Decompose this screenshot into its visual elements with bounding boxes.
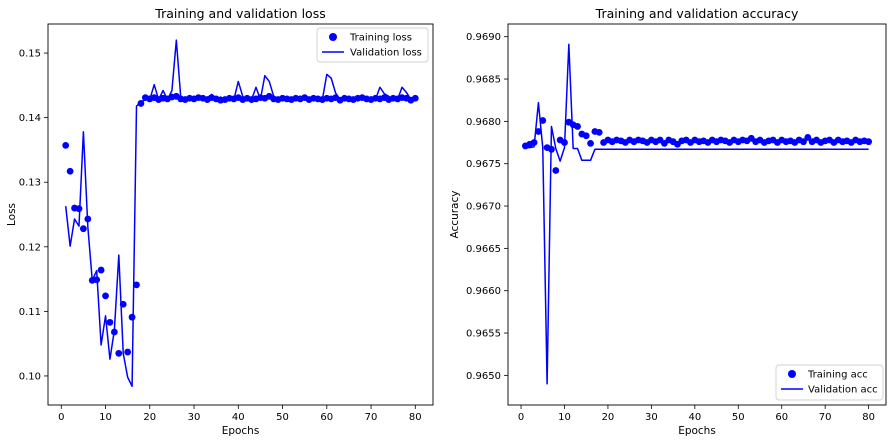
accuracy-chart-title: Training and validation accuracy xyxy=(595,6,799,21)
loss-x-tick-label: 60 xyxy=(320,412,333,423)
accuracy-training-point xyxy=(582,132,590,140)
accuracy-legend-label-training: Training acc xyxy=(807,370,868,381)
loss-chart: Training and validation loss 0 10 20 30 40 50… xyxy=(6,6,434,437)
accuracy-x-axis-label: Epochs xyxy=(678,425,716,437)
loss-y-axis-label: Loss xyxy=(6,203,18,226)
accuracy-y-tick-label: 0.9675 xyxy=(466,159,501,170)
loss-legend-box xyxy=(316,27,429,63)
loss-x-tick-label: 50 xyxy=(276,412,289,423)
accuracy-x-tick-label: 10 xyxy=(558,412,571,423)
accuracy-series-validation-line xyxy=(525,43,869,385)
accuracy-x-tick-label: 0 xyxy=(518,412,524,423)
loss-legend: Training loss Validation loss xyxy=(316,27,429,63)
loss-plot-frame xyxy=(47,23,434,406)
loss-training-point xyxy=(128,313,136,321)
accuracy-chart: Training and validation accuracy 0 10 20 30… xyxy=(449,6,887,437)
loss-series-validation-line xyxy=(64,39,416,388)
accuracy-x-tick-label: 50 xyxy=(732,412,745,423)
accuracy-y-axis-label: Accuracy xyxy=(449,191,461,239)
accuracy-legend-box xyxy=(775,364,884,401)
accuracy-legend-label-validation: Validation acc xyxy=(808,385,878,396)
loss-legend-marker-training xyxy=(329,33,337,41)
loss-y-tick-label: 0.15 xyxy=(19,49,41,60)
accuracy-y-tick-label: 0.9680 xyxy=(466,117,501,128)
loss-training-point xyxy=(106,318,114,326)
loss-training-point xyxy=(80,225,87,233)
accuracy-y-tick-label: 0.9655 xyxy=(466,329,501,340)
loss-x-tick-label: 80 xyxy=(409,412,422,423)
loss-training-point xyxy=(102,292,109,300)
loss-training-point xyxy=(124,348,132,356)
loss-x-tick-label: 70 xyxy=(365,412,378,423)
loss-training-point xyxy=(115,349,123,357)
loss-y-tick-label: 0.10 xyxy=(19,371,41,382)
accuracy-training-point xyxy=(595,128,603,136)
accuracy-y-tick-label: 0.9685 xyxy=(466,75,501,86)
accuracy-legend-marker-training xyxy=(788,370,796,378)
loss-training-point xyxy=(66,167,74,175)
loss-chart-title: Training and validation loss xyxy=(154,6,325,21)
loss-x-tick-label: 0 xyxy=(58,412,64,423)
loss-legend-label-validation: Validation loss xyxy=(350,48,422,59)
accuracy-y-tick-label: 0.9650 xyxy=(466,371,501,382)
accuracy-x-tick-label: 20 xyxy=(602,412,615,423)
loss-x-tick-label: 10 xyxy=(99,412,112,423)
accuracy-x-tick-label: 40 xyxy=(688,412,701,423)
accuracy-y-tick-label: 0.9665 xyxy=(466,244,501,255)
accuracy-training-point xyxy=(552,167,560,174)
accuracy-training-point xyxy=(574,123,581,130)
accuracy-x-tick-label: 30 xyxy=(645,412,658,423)
loss-x-tick-label: 20 xyxy=(143,412,156,423)
loss-y-tick-label: 0.14 xyxy=(19,113,41,124)
accuracy-x-tick-label: 70 xyxy=(819,412,832,423)
loss-x-tick-label: 30 xyxy=(188,412,201,423)
accuracy-x-tick-label: 80 xyxy=(862,412,875,423)
loss-y-tick-label: 0.11 xyxy=(19,307,41,318)
loss-training-point xyxy=(75,205,83,213)
accuracy-training-point xyxy=(587,139,594,147)
loss-training-point xyxy=(133,281,140,289)
accuracy-training-point xyxy=(865,138,873,146)
accuracy-y-tick-label: 0.9670 xyxy=(466,202,501,213)
accuracy-plot-frame xyxy=(507,23,887,406)
loss-training-point xyxy=(97,266,105,274)
loss-x-axis-label: Epochs xyxy=(222,425,260,437)
loss-x-tick-label: 40 xyxy=(232,412,245,423)
loss-training-point xyxy=(62,142,70,149)
loss-y-tick-label: 0.13 xyxy=(19,178,41,189)
accuracy-training-point xyxy=(539,117,547,124)
accuracy-y-tick-label: 0.9660 xyxy=(466,286,501,297)
accuracy-training-point xyxy=(800,138,807,146)
accuracy-legend: Training acc Validation acc xyxy=(775,364,884,401)
loss-legend-label-training: Training loss xyxy=(349,33,412,44)
accuracy-training-point xyxy=(535,128,542,135)
loss-training-point xyxy=(411,94,419,102)
accuracy-x-tick-label: 60 xyxy=(775,412,788,423)
loss-y-tick-label: 0.12 xyxy=(19,242,41,253)
accuracy-training-point xyxy=(804,134,812,141)
accuracy-y-tick-label: 0.9690 xyxy=(466,32,501,43)
